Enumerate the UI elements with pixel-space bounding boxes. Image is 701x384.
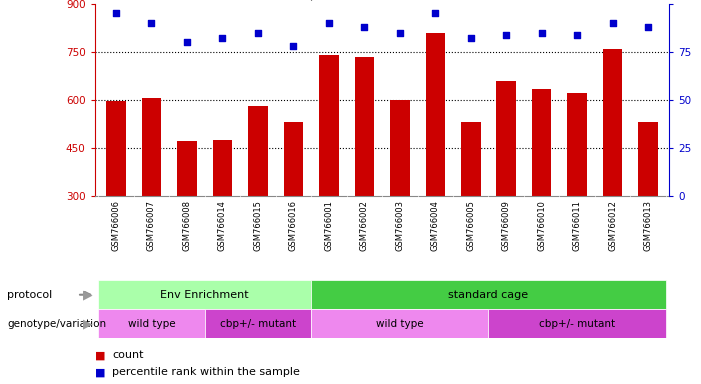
Text: cbp+/- mutant: cbp+/- mutant xyxy=(220,318,296,329)
Text: GDS4486 / 10395702: GDS4486 / 10395702 xyxy=(241,0,390,2)
Text: ▶: ▶ xyxy=(83,288,93,301)
Point xyxy=(359,24,370,30)
Bar xyxy=(355,56,374,196)
Point xyxy=(607,20,618,26)
Point xyxy=(465,35,477,41)
Bar xyxy=(284,122,303,196)
Bar xyxy=(319,55,339,196)
Bar xyxy=(205,309,311,338)
Bar xyxy=(567,93,587,196)
Point xyxy=(643,24,654,30)
Bar xyxy=(461,122,480,196)
Bar xyxy=(248,106,268,196)
Point xyxy=(571,31,583,38)
Text: count: count xyxy=(112,350,144,360)
Text: Env Enrichment: Env Enrichment xyxy=(161,290,249,300)
Text: GSM766010: GSM766010 xyxy=(537,200,546,251)
Point xyxy=(217,35,228,41)
Bar xyxy=(311,280,666,309)
Point xyxy=(146,20,157,26)
Text: GSM766011: GSM766011 xyxy=(573,200,582,251)
Text: genotype/variation: genotype/variation xyxy=(7,318,106,329)
Bar xyxy=(426,33,445,196)
Text: ■: ■ xyxy=(95,367,105,377)
Bar xyxy=(212,140,232,196)
Point xyxy=(430,10,441,17)
Bar xyxy=(142,98,161,196)
Text: GSM766004: GSM766004 xyxy=(431,200,440,251)
Text: GSM766015: GSM766015 xyxy=(253,200,262,251)
Text: GSM766014: GSM766014 xyxy=(218,200,227,251)
Point xyxy=(501,31,512,38)
Text: ■: ■ xyxy=(95,350,105,360)
Text: GSM766002: GSM766002 xyxy=(360,200,369,251)
Text: GSM766016: GSM766016 xyxy=(289,200,298,251)
Bar xyxy=(603,49,622,196)
Text: 100%: 100% xyxy=(679,0,701,1)
Text: GSM766013: GSM766013 xyxy=(644,200,653,251)
Text: GSM766009: GSM766009 xyxy=(502,200,511,251)
Bar xyxy=(106,101,125,196)
Text: standard cage: standard cage xyxy=(449,290,529,300)
Point xyxy=(110,10,121,17)
Text: wild type: wild type xyxy=(376,318,423,329)
Text: GSM766003: GSM766003 xyxy=(395,200,404,251)
Point xyxy=(287,43,299,49)
Text: GSM766006: GSM766006 xyxy=(111,200,121,251)
Bar xyxy=(489,309,666,338)
Bar xyxy=(532,89,552,196)
Text: wild type: wild type xyxy=(128,318,175,329)
Bar xyxy=(390,100,409,196)
Bar xyxy=(98,280,311,309)
Point xyxy=(323,20,334,26)
Bar xyxy=(177,141,197,196)
Text: GSM766001: GSM766001 xyxy=(325,200,333,251)
Text: cbp+/- mutant: cbp+/- mutant xyxy=(539,318,615,329)
Bar xyxy=(639,122,658,196)
Text: GSM766008: GSM766008 xyxy=(182,200,191,251)
Text: GSM766005: GSM766005 xyxy=(466,200,475,251)
Text: percentile rank within the sample: percentile rank within the sample xyxy=(112,367,300,377)
Bar xyxy=(98,309,205,338)
Bar xyxy=(496,81,516,196)
Point xyxy=(252,30,264,36)
Bar xyxy=(311,309,489,338)
Text: protocol: protocol xyxy=(7,290,53,300)
Point xyxy=(394,30,405,36)
Text: GSM766012: GSM766012 xyxy=(608,200,617,251)
Text: GSM766007: GSM766007 xyxy=(147,200,156,251)
Point xyxy=(182,39,193,45)
Point xyxy=(536,30,547,36)
Text: ▶: ▶ xyxy=(83,317,93,330)
